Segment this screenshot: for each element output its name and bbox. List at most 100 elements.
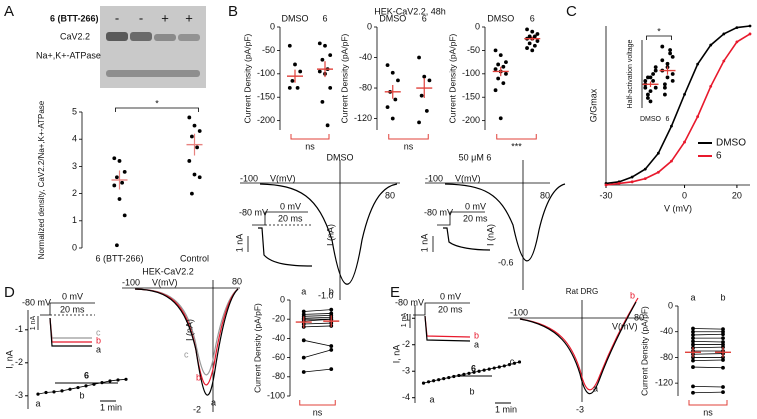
data-point	[190, 191, 194, 196]
category-label: 6	[666, 116, 670, 123]
protocol-label: 20 ms	[438, 304, 463, 314]
y-tick-label: -3	[402, 366, 410, 376]
data-point	[721, 336, 725, 341]
scale-label: 1 nA	[234, 234, 244, 253]
data-point	[670, 72, 675, 76]
timecourse-point	[36, 392, 40, 396]
y-axis-label: Half-activation voltage	[627, 39, 634, 108]
timecourse-point	[52, 390, 56, 394]
category-label: DMSO	[379, 13, 406, 23]
significance-bracket	[115, 107, 199, 112]
timecourse-point	[442, 377, 446, 381]
iv-curve	[519, 297, 639, 391]
data-point	[643, 85, 648, 90]
series-point	[735, 40, 739, 44]
data-point	[417, 55, 421, 60]
data-point	[691, 326, 695, 331]
series-point	[656, 151, 660, 155]
axis-label: 80	[232, 276, 242, 286]
data-point	[320, 100, 325, 104]
y-tick-label: -150	[257, 92, 275, 102]
y-tick-label: -200	[257, 115, 275, 125]
data-point	[197, 175, 202, 180]
category-label: DMSO	[282, 13, 309, 23]
series-line	[605, 25, 751, 185]
data-point	[668, 48, 672, 52]
y-tick-label: 0	[367, 21, 372, 31]
y-axis-label: Current Density (pA/pF)	[242, 33, 252, 123]
category-label: DMSO	[640, 116, 662, 123]
series-point	[722, 32, 726, 36]
y-tick-label: 0	[270, 21, 275, 31]
series-point	[683, 140, 686, 144]
timecourse-point	[68, 387, 72, 391]
iv-trace-compound: 50 μM 6 -100 V(mV) 80 I (nA) -0.6 -80 mV…	[419, 152, 566, 290]
y-tick-label: 0	[668, 300, 673, 310]
pair-line	[303, 368, 332, 373]
time-point-label: b	[79, 390, 84, 400]
iv-curve	[134, 288, 239, 386]
data-point	[653, 65, 658, 70]
data-point	[427, 78, 432, 83]
pair-line	[692, 340, 724, 343]
data-point	[665, 61, 670, 66]
pair-line	[303, 349, 332, 358]
sweep-label: b	[96, 335, 101, 345]
series-point	[656, 170, 660, 174]
data-point	[653, 68, 658, 73]
data-point	[663, 82, 667, 87]
data-point	[670, 54, 675, 59]
data-point	[532, 34, 537, 39]
scale-label: 1 min	[495, 404, 517, 414]
data-point	[691, 390, 695, 395]
band-label: Na+,K+-ATPase	[36, 50, 101, 60]
data-point	[646, 96, 650, 100]
axis-label: -100	[510, 307, 528, 317]
significance-bracket	[290, 134, 330, 140]
protocol-label: 20 ms	[463, 213, 488, 223]
protocol-label: 0 mV	[62, 291, 83, 301]
data-point	[301, 338, 306, 343]
sweep-label: c	[96, 327, 101, 337]
drug-label: 6	[471, 363, 476, 373]
data-point	[317, 41, 322, 46]
protocol	[413, 302, 470, 316]
timecourse-point	[84, 384, 88, 388]
series-point	[696, 115, 700, 119]
legend-label: 6	[716, 151, 722, 162]
trace-title: HEK-CaV2.2	[142, 266, 194, 276]
series-point	[696, 62, 700, 66]
protocol-label: 20 ms	[60, 304, 85, 314]
data-point	[325, 123, 330, 128]
significance-label: ns	[703, 407, 713, 417]
data-point	[498, 116, 503, 121]
band-label: CaV2.2	[60, 31, 90, 41]
data-point	[643, 78, 648, 83]
sweep-label: b	[474, 330, 479, 340]
data-point	[691, 342, 695, 347]
timecourse-point	[502, 364, 506, 368]
data-point	[298, 69, 303, 74]
lane-label: +	[185, 10, 193, 25]
axis-label: 80	[634, 312, 644, 322]
significance-label: *	[155, 98, 159, 108]
pair-line	[303, 313, 332, 315]
y-tick-label: -20	[272, 314, 285, 324]
data-point	[122, 169, 127, 174]
data-point	[112, 183, 117, 188]
data-point	[393, 97, 398, 102]
data-point	[691, 336, 695, 341]
blot-band	[106, 32, 128, 41]
y-axis-label: Normalized density, CaV2.2/Na+,K+-ATPase	[37, 100, 46, 259]
scale-label: 1 nA	[30, 315, 37, 330]
y-tick-label: -50	[262, 45, 275, 55]
x-axis-label: V (mV)	[664, 203, 692, 213]
axis-label: 80	[540, 190, 550, 200]
data-point	[721, 385, 725, 389]
scale-label: 1 nA	[419, 234, 429, 253]
time-point-label: b	[469, 386, 474, 396]
data-point	[295, 85, 300, 90]
data-point	[496, 62, 501, 67]
pair-line	[692, 328, 724, 330]
